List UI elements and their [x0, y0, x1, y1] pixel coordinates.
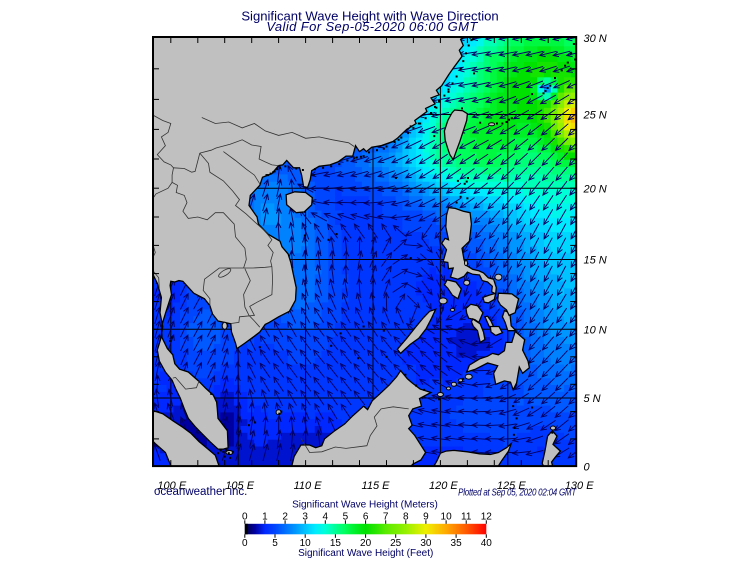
svg-text:0: 0 — [242, 538, 248, 549]
svg-text:5 N: 5 N — [584, 393, 601, 405]
svg-text:8: 8 — [403, 511, 409, 522]
svg-text:105 E: 105 E — [225, 480, 254, 492]
svg-text:10 N: 10 N — [584, 325, 607, 337]
svg-text:Valid For Sep-05-2020 06:00 GM: Valid For Sep-05-2020 06:00 GMT — [266, 19, 478, 34]
svg-text:4: 4 — [323, 511, 329, 522]
svg-text:11: 11 — [461, 511, 472, 522]
svg-text:5: 5 — [272, 538, 278, 549]
svg-text:Plotted at Sep 05, 2020 02:04: Plotted at Sep 05, 2020 02:04 GMT — [458, 487, 577, 498]
svg-text:oceanweather inc.: oceanweather inc. — [154, 486, 247, 498]
svg-text:10: 10 — [441, 511, 453, 522]
svg-text:30 N: 30 N — [584, 33, 607, 45]
svg-text:Significant Wave Height (Meter: Significant Wave Height (Meters) — [292, 500, 438, 511]
svg-text:25 N: 25 N — [583, 110, 607, 122]
svg-text:130 E: 130 E — [565, 480, 594, 492]
svg-text:7: 7 — [383, 511, 389, 522]
svg-text:120 E: 120 E — [429, 480, 458, 492]
svg-text:10: 10 — [300, 538, 312, 549]
svg-text:Significant Wave Height with W: Significant Wave Height with Wave Direct… — [241, 9, 498, 24]
svg-text:30: 30 — [420, 538, 432, 549]
svg-text:2: 2 — [282, 511, 288, 522]
svg-text:20: 20 — [360, 538, 372, 549]
svg-text:110 E: 110 E — [294, 480, 323, 492]
svg-text:5: 5 — [343, 511, 349, 522]
svg-text:115 E: 115 E — [362, 480, 391, 492]
svg-text:25: 25 — [390, 538, 402, 549]
svg-text:0: 0 — [242, 511, 248, 522]
svg-text:15: 15 — [330, 538, 342, 549]
svg-text:0: 0 — [584, 461, 591, 473]
svg-text:35: 35 — [451, 538, 463, 549]
svg-text:12: 12 — [481, 511, 493, 522]
svg-text:Significant Wave Height (Feet): Significant Wave Height (Feet) — [298, 548, 433, 559]
svg-text:20 N: 20 N — [583, 183, 607, 195]
svg-text:1: 1 — [262, 511, 268, 522]
svg-text:40: 40 — [481, 538, 493, 549]
svg-text:15 N: 15 N — [584, 255, 607, 267]
svg-text:6: 6 — [363, 511, 369, 522]
svg-text:3: 3 — [302, 511, 308, 522]
svg-text:9: 9 — [423, 511, 429, 522]
svg-text:100 E: 100 E — [157, 480, 186, 492]
svg-text:125 E: 125 E — [497, 480, 526, 492]
